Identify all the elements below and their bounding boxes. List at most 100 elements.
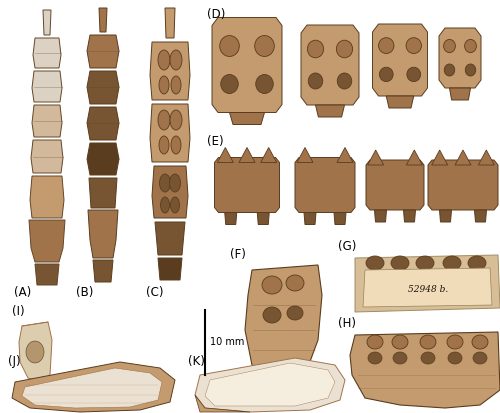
Ellipse shape [254,36,274,57]
Ellipse shape [391,256,409,270]
Polygon shape [87,71,119,104]
Ellipse shape [392,335,408,349]
Polygon shape [212,17,282,112]
Ellipse shape [444,39,456,52]
Ellipse shape [468,256,486,270]
Polygon shape [150,42,190,100]
Polygon shape [239,147,255,162]
Polygon shape [337,147,353,162]
Ellipse shape [170,50,182,70]
Ellipse shape [159,136,169,154]
Ellipse shape [171,136,181,154]
Text: 10 mm: 10 mm [210,337,244,347]
Ellipse shape [378,38,394,54]
Polygon shape [245,265,322,385]
Ellipse shape [170,110,182,130]
Polygon shape [386,96,414,108]
Ellipse shape [262,276,282,294]
Polygon shape [22,368,162,408]
Polygon shape [32,105,62,137]
Polygon shape [372,24,428,96]
Ellipse shape [443,256,461,270]
Ellipse shape [221,74,238,93]
Ellipse shape [380,67,393,82]
Polygon shape [35,264,59,285]
Polygon shape [87,35,119,68]
Polygon shape [29,220,65,262]
Polygon shape [363,268,492,307]
Polygon shape [87,143,119,175]
Polygon shape [43,10,51,35]
Ellipse shape [447,335,463,349]
Ellipse shape [444,64,455,76]
Ellipse shape [26,341,44,363]
Ellipse shape [171,76,181,94]
Text: (I): (I) [12,305,24,318]
Ellipse shape [393,352,407,364]
Text: (C): (C) [146,286,164,299]
Text: (B): (B) [76,286,94,299]
Polygon shape [19,322,52,382]
Polygon shape [350,332,500,408]
Ellipse shape [420,335,436,349]
Ellipse shape [472,335,488,349]
Ellipse shape [170,197,179,213]
Text: (K): (K) [188,355,205,368]
Ellipse shape [407,67,420,82]
Polygon shape [257,213,269,225]
Polygon shape [31,140,63,173]
Polygon shape [428,160,498,210]
Polygon shape [88,210,118,258]
Ellipse shape [158,50,170,70]
Polygon shape [12,362,175,412]
Polygon shape [439,28,481,88]
Ellipse shape [465,64,476,76]
Ellipse shape [158,110,170,130]
Polygon shape [366,160,424,210]
Text: (E): (E) [207,135,224,148]
Polygon shape [99,8,107,32]
Polygon shape [440,210,452,222]
Ellipse shape [160,197,170,213]
Ellipse shape [308,73,323,89]
Ellipse shape [160,174,170,192]
Polygon shape [297,147,313,162]
Polygon shape [33,38,61,68]
Polygon shape [374,210,386,222]
Polygon shape [432,150,448,165]
Ellipse shape [170,174,180,192]
Text: (H): (H) [338,317,356,330]
Text: 52948 b.: 52948 b. [408,285,448,294]
Polygon shape [205,363,335,406]
Polygon shape [32,71,62,102]
Polygon shape [158,258,182,280]
Polygon shape [225,213,237,225]
Polygon shape [260,147,276,162]
Text: (G): (G) [338,240,356,253]
Ellipse shape [416,256,434,270]
Text: (A): (A) [14,286,31,299]
Ellipse shape [256,74,273,93]
Polygon shape [404,210,415,222]
Polygon shape [230,112,264,124]
Polygon shape [218,147,234,162]
Polygon shape [152,166,188,218]
Polygon shape [406,150,422,165]
Text: (J): (J) [8,355,20,368]
Ellipse shape [287,306,303,320]
Polygon shape [93,260,113,282]
Polygon shape [195,358,345,412]
Ellipse shape [473,352,487,364]
Polygon shape [195,395,250,412]
Ellipse shape [368,352,382,364]
Polygon shape [450,88,470,100]
Polygon shape [87,107,119,140]
Ellipse shape [308,40,324,58]
Polygon shape [368,150,384,165]
Ellipse shape [464,39,476,52]
Text: (D): (D) [207,8,226,21]
Ellipse shape [366,256,384,270]
Ellipse shape [220,36,240,57]
Ellipse shape [286,275,304,291]
Polygon shape [301,25,359,105]
